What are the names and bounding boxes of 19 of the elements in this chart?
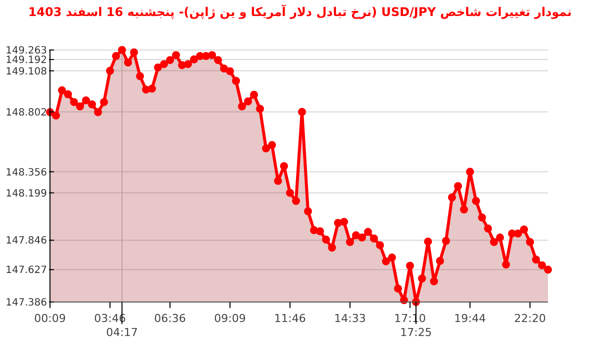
y-tick-label: 148.356 xyxy=(6,167,47,178)
x-tick-label: 11:46 xyxy=(274,312,306,325)
x-tick-label: 09:09 xyxy=(214,312,246,325)
y-tick-label: 149.192 xyxy=(6,55,47,66)
y-tick-label: 147.386 xyxy=(6,298,47,308)
x-tick-label: 04:17 xyxy=(106,326,138,339)
y-tick-label: 149.108 xyxy=(6,66,47,78)
x-tick-label: 14:33 xyxy=(334,312,366,325)
y-tick-label: 148.199 xyxy=(6,188,47,200)
x-tick-label: 19:44 xyxy=(454,312,486,325)
y-tick-label: 147.846 xyxy=(6,236,47,247)
x-tick-label: 06:36 xyxy=(154,312,186,325)
x-tick-label: 17:25 xyxy=(400,326,432,339)
y-tick-label: 147.627 xyxy=(6,265,47,276)
y-tick-label: 148.802 xyxy=(6,107,47,118)
x-tick-label: 00:09 xyxy=(34,312,66,325)
x-tick-label: 22:20 xyxy=(514,312,546,325)
y-tick-label: 149.263 xyxy=(6,46,47,56)
chart-title: نمودار تغییرات شاخص USD/JPY (نرخ تبادل دلار آمریکا و ین ژاپن)- پنجشنبه 16 اسفند 1403 xyxy=(28,4,572,19)
